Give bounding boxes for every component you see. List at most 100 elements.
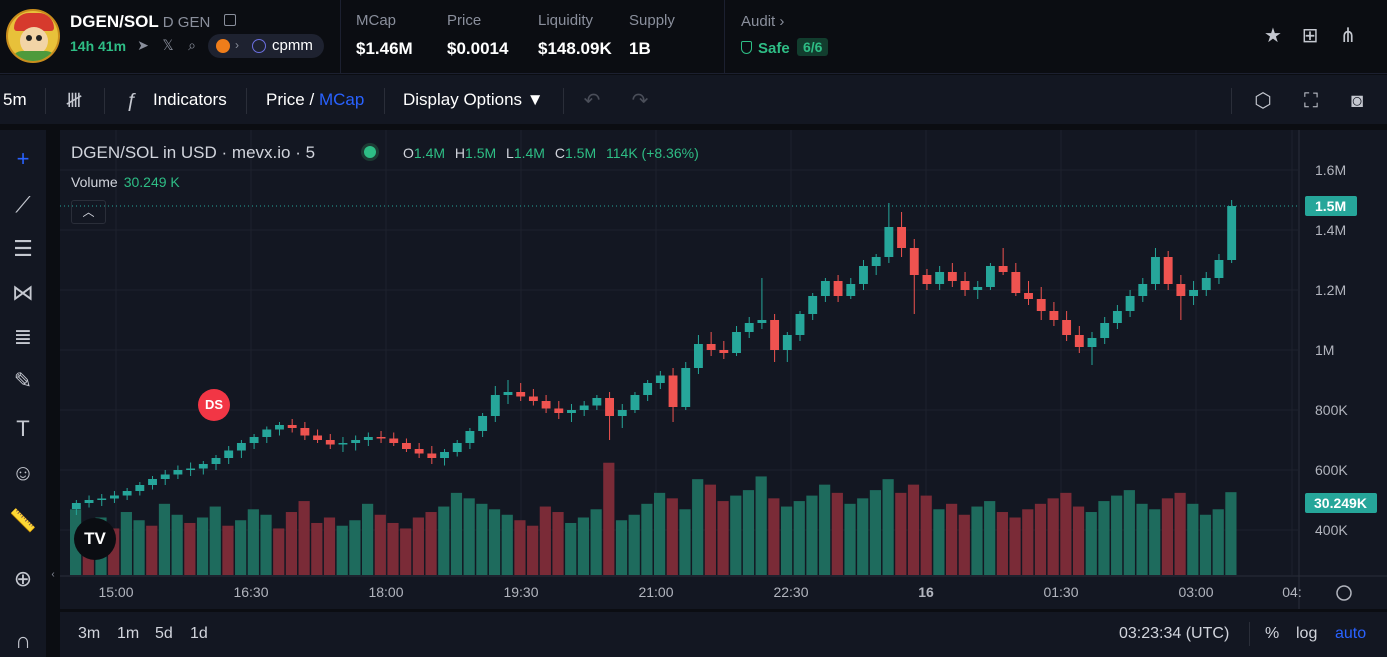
candle-body (236, 443, 246, 451)
star-icon[interactable]: ★ (1264, 25, 1282, 47)
settings-icon[interactable]: ⬡ (1254, 90, 1272, 112)
share-icon[interactable]: ⋔ (1339, 25, 1357, 47)
axis-settings-icon[interactable] (1336, 585, 1352, 601)
indicators-button[interactable]: Indicators (153, 90, 227, 109)
text-tool-icon[interactable]: T (16, 416, 30, 441)
candle-body (1176, 284, 1186, 296)
candle-body (554, 408, 564, 413)
range-1m-button[interactable]: 1m (117, 625, 140, 642)
range-1d-button[interactable]: 1d (190, 625, 208, 642)
emoji-icon[interactable]: ☺ (11, 460, 35, 485)
candle-body (490, 395, 500, 416)
range-3m-button[interactable]: 3m (78, 625, 101, 642)
trend-line-icon[interactable]: ⟋ (15, 192, 31, 217)
magnet-icon[interactable]: ∩ (15, 628, 31, 653)
token-pair: DGEN/SOL D GEN (70, 12, 210, 32)
price-tick-label: 600K (1315, 462, 1348, 478)
candle-body (1087, 338, 1097, 347)
price-tick-label: 1.2M (1315, 282, 1346, 298)
volume-bar (1009, 517, 1021, 575)
candle-body (84, 500, 94, 503)
candle-body (1151, 257, 1160, 284)
search-icon[interactable]: ⌕ (188, 37, 196, 53)
fullscreen-icon[interactable]: ⛶ (1304, 90, 1318, 112)
time-tick-label: 16:30 (233, 584, 268, 600)
crosshair-icon[interactable]: + (16, 146, 30, 171)
percent-toggle[interactable]: % (1265, 625, 1280, 642)
price-option[interactable]: Price (266, 90, 305, 109)
volume-bar (704, 484, 716, 575)
chart-area[interactable]: 1.6M 1.4M 1.2M 1M 800K 600K 400K 1.5M 30.249K 15:… (60, 130, 1387, 609)
volume-bar (615, 520, 628, 575)
candle-body (820, 281, 830, 296)
interval-button[interactable]: 5m (3, 90, 27, 109)
volume-bar (679, 509, 691, 575)
volume-bar (577, 517, 590, 575)
dex-route-pill[interactable]: › cpmm (208, 34, 324, 58)
volume-bar (349, 520, 361, 575)
candle-body (1227, 206, 1237, 260)
audit-link[interactable]: Audit › (741, 13, 784, 30)
candle-type-icon[interactable]: 𝍸 (65, 90, 83, 112)
candle-body (897, 227, 907, 248)
indicators-icon[interactable]: ƒ (126, 90, 138, 112)
horizontal-lines-icon[interactable]: ☰ (13, 236, 33, 261)
log-toggle[interactable]: log (1296, 625, 1318, 642)
candle-body (1062, 320, 1072, 335)
display-options-button[interactable]: Display Options ▼ (403, 90, 544, 110)
volume-bar (1225, 492, 1237, 575)
chart-bottom-bar: 3m 1m 5d 1d 03:23:34 (UTC) % log auto (60, 612, 1387, 657)
candle-body (1201, 278, 1211, 290)
mcap-option[interactable]: MCap (318, 90, 365, 109)
candle-body (363, 437, 373, 440)
candle-body (630, 395, 640, 410)
bottom-divider (1249, 622, 1250, 646)
tradingview-logo[interactable]: TV (74, 518, 116, 560)
collapse-tools-icon[interactable]: ‹ (51, 569, 55, 580)
price-mcap-toggle[interactable]: Price / MCap (266, 90, 364, 110)
camera-icon[interactable]: ◙ (1350, 90, 1364, 112)
volume-bar (603, 462, 615, 575)
chart-add-icon[interactable]: ⊞ (1301, 25, 1319, 47)
candle-body (389, 438, 399, 443)
candle-body (109, 495, 119, 499)
legend-collapse-button[interactable]: ︿ (71, 200, 106, 224)
ruler-icon[interactable]: 📏 (9, 508, 37, 533)
ohlc-close: 1.5M (564, 145, 597, 161)
volume-bar (996, 512, 1008, 575)
candle-body (1074, 335, 1084, 347)
utc-clock[interactable]: 03:23:34 (UTC) (1119, 625, 1230, 642)
chart-toolbar: 5m 𝍸 ƒ Indicators Price / MCap Display O… (0, 75, 1387, 127)
volume-bar (1111, 495, 1123, 575)
zoom-in-icon[interactable]: ⊕ (13, 566, 33, 591)
ds-event-marker[interactable]: DS (198, 389, 230, 421)
volume-bar (844, 503, 856, 575)
volume-bar (552, 512, 564, 575)
shield-icon (741, 41, 752, 54)
copy-icon[interactable] (224, 14, 236, 26)
volume-bar (247, 509, 259, 575)
volume-bar (171, 514, 183, 575)
range-5d-button[interactable]: 5d (155, 625, 173, 642)
fib-icon[interactable]: ≣ (13, 324, 33, 349)
telegram-icon[interactable]: ➤ (137, 37, 149, 53)
candle-body (325, 440, 335, 445)
redo-icon[interactable]: ↷ (631, 90, 649, 112)
toolbar-divider (1231, 88, 1232, 114)
time-tick-label: 16 (918, 584, 934, 600)
toolbar-divider (563, 88, 564, 114)
candle-body (262, 429, 272, 437)
brush-icon[interactable]: ✎ (13, 368, 33, 393)
volume-bar (717, 501, 729, 575)
candlestick-chart[interactable]: 1.6M 1.4M 1.2M 1M 800K 600K 400K 1.5M 30.249K 15:… (60, 130, 1387, 609)
volume-bar (273, 528, 285, 575)
auto-scale-toggle[interactable]: auto (1335, 625, 1367, 642)
x-twitter-icon[interactable]: 𝕏 (162, 37, 174, 53)
stat-supply-value: 1B (629, 39, 651, 58)
pattern-icon[interactable]: ⋈ (12, 280, 34, 305)
token-header: DGEN/SOL D GEN 14h 41m ➤ 𝕏 ⌕ › cpmm MCap … (0, 0, 1387, 74)
volume-bar (374, 514, 386, 575)
candle-body (313, 435, 323, 440)
toolbar-divider (246, 88, 247, 114)
undo-icon[interactable]: ↶ (583, 90, 601, 112)
